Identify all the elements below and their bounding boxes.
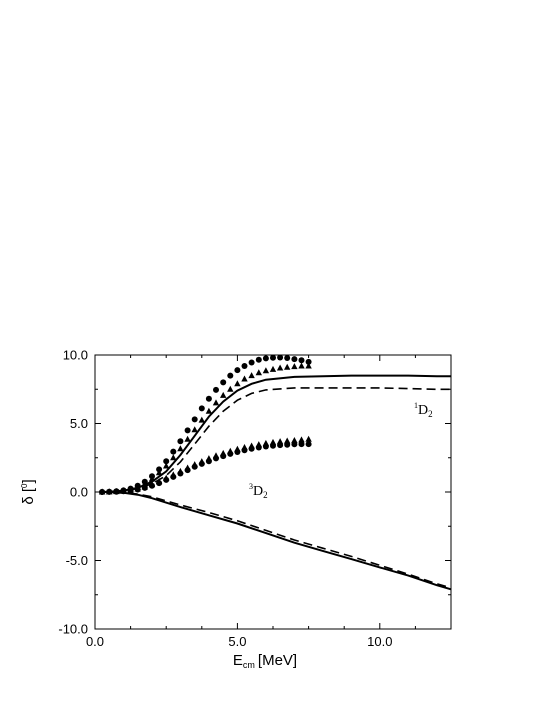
- series-5-point: [163, 462, 170, 469]
- series-4-point: [305, 358, 312, 365]
- series-4-point: [170, 448, 177, 455]
- x-tick-label: 5.0: [228, 634, 246, 649]
- series-7-point: [148, 481, 156, 488]
- series-7-point: [113, 488, 120, 495]
- series-4-point: [277, 354, 284, 361]
- series-5-point: [291, 363, 298, 370]
- series-4-point: [227, 372, 234, 379]
- series-4-point: [262, 355, 269, 362]
- series-5-point: [241, 375, 248, 382]
- series-5-point: [198, 416, 205, 423]
- series-5-point: [184, 435, 191, 442]
- y-axis-label: δ [0]: [20, 479, 37, 504]
- series-5-point: [177, 445, 184, 452]
- series-4-point: [284, 355, 291, 361]
- series-5-point: [205, 407, 213, 414]
- series-5-point: [284, 363, 291, 370]
- series-2-solid-line: [100, 491, 452, 591]
- series-6-point: [305, 441, 312, 448]
- series-7-point: [298, 436, 305, 443]
- series-4-point: [184, 427, 191, 434]
- series-7-point: [120, 487, 127, 494]
- series-7-point: [184, 464, 191, 471]
- series-7-point: [141, 483, 148, 490]
- series-7-point: [212, 452, 220, 459]
- series-7-point: [241, 444, 248, 450]
- series-5-point: [191, 426, 198, 433]
- series-4-point: [205, 395, 212, 402]
- series-4-point: [234, 367, 241, 374]
- series-7-point: [255, 441, 262, 448]
- series-7-point: [227, 447, 234, 454]
- series-6-point: [298, 441, 305, 448]
- series-4-point: [291, 356, 298, 363]
- series-7-point: [284, 437, 291, 444]
- series-7-point: [291, 437, 298, 443]
- series-5-point: [170, 454, 177, 461]
- series-7-point: [205, 455, 213, 462]
- series-7-point: [177, 467, 184, 474]
- series-7-point: [170, 471, 177, 478]
- series-7-point: [134, 485, 141, 492]
- series-1-dashed-line: [100, 387, 451, 493]
- markers-layer: [98, 354, 312, 495]
- annotation-3d2: 3D2: [249, 482, 268, 500]
- series-7-point: [269, 438, 277, 445]
- series-4-point: [177, 438, 184, 445]
- y-tick-label: 0.0: [70, 485, 88, 500]
- series-7-point: [305, 435, 312, 442]
- series-5-point: [234, 380, 241, 387]
- series-4-point: [255, 356, 262, 363]
- series-7-point: [163, 474, 170, 481]
- series-4-point: [198, 405, 205, 412]
- y-tick-label: 10.0: [63, 348, 88, 363]
- series-5-point: [248, 372, 255, 379]
- series-7-point: [262, 439, 270, 446]
- curves-layer: [100, 374, 452, 591]
- y-tick-label: 5.0: [70, 416, 88, 431]
- series-5-point: [255, 369, 262, 376]
- series-5-point: [276, 364, 284, 371]
- series-4-point: [248, 359, 255, 366]
- series-5-point: [305, 362, 312, 369]
- series-7-point: [220, 449, 227, 456]
- series-4-point: [163, 458, 170, 465]
- ticks-layer: 0.0 5.0 10.0 10.0 5.0 0.0 -5.0 -10.0: [58, 348, 452, 649]
- series-5-point: [220, 391, 227, 398]
- series-7-point: [234, 445, 241, 452]
- series-7-point: [276, 438, 284, 445]
- series-4-point: [220, 379, 227, 386]
- series-7-point: [155, 478, 163, 485]
- series-5-point: [212, 399, 220, 406]
- series-5-point: [262, 367, 270, 374]
- series-5-point: [227, 385, 234, 392]
- plot-frame: [94, 354, 452, 630]
- y-tick-label: -5.0: [66, 553, 88, 568]
- series-4-point: [213, 386, 219, 393]
- series-7-point: [198, 458, 205, 465]
- series-7-point: [127, 486, 134, 493]
- series-4-point: [241, 363, 248, 369]
- series-5-point: [148, 475, 156, 482]
- series-7-point: [248, 442, 255, 449]
- series-4-point: [298, 357, 305, 364]
- x-tick-label: 10.0: [367, 634, 392, 649]
- series-7-point: [106, 488, 113, 495]
- series-5-point: [269, 365, 277, 372]
- series-5-point: [155, 469, 163, 476]
- series-5-point: [141, 480, 148, 487]
- x-tick-label: 0.0: [86, 634, 104, 649]
- x-axis-label: Ecm [MeV]: [233, 652, 297, 670]
- annotation-1d2: 1D2: [414, 401, 433, 419]
- series-5-point: [298, 362, 305, 369]
- series-7-point: [191, 461, 198, 468]
- series-4-point: [191, 416, 198, 423]
- y-tick-label: -10.0: [58, 622, 88, 637]
- series-7-point: [98, 488, 106, 495]
